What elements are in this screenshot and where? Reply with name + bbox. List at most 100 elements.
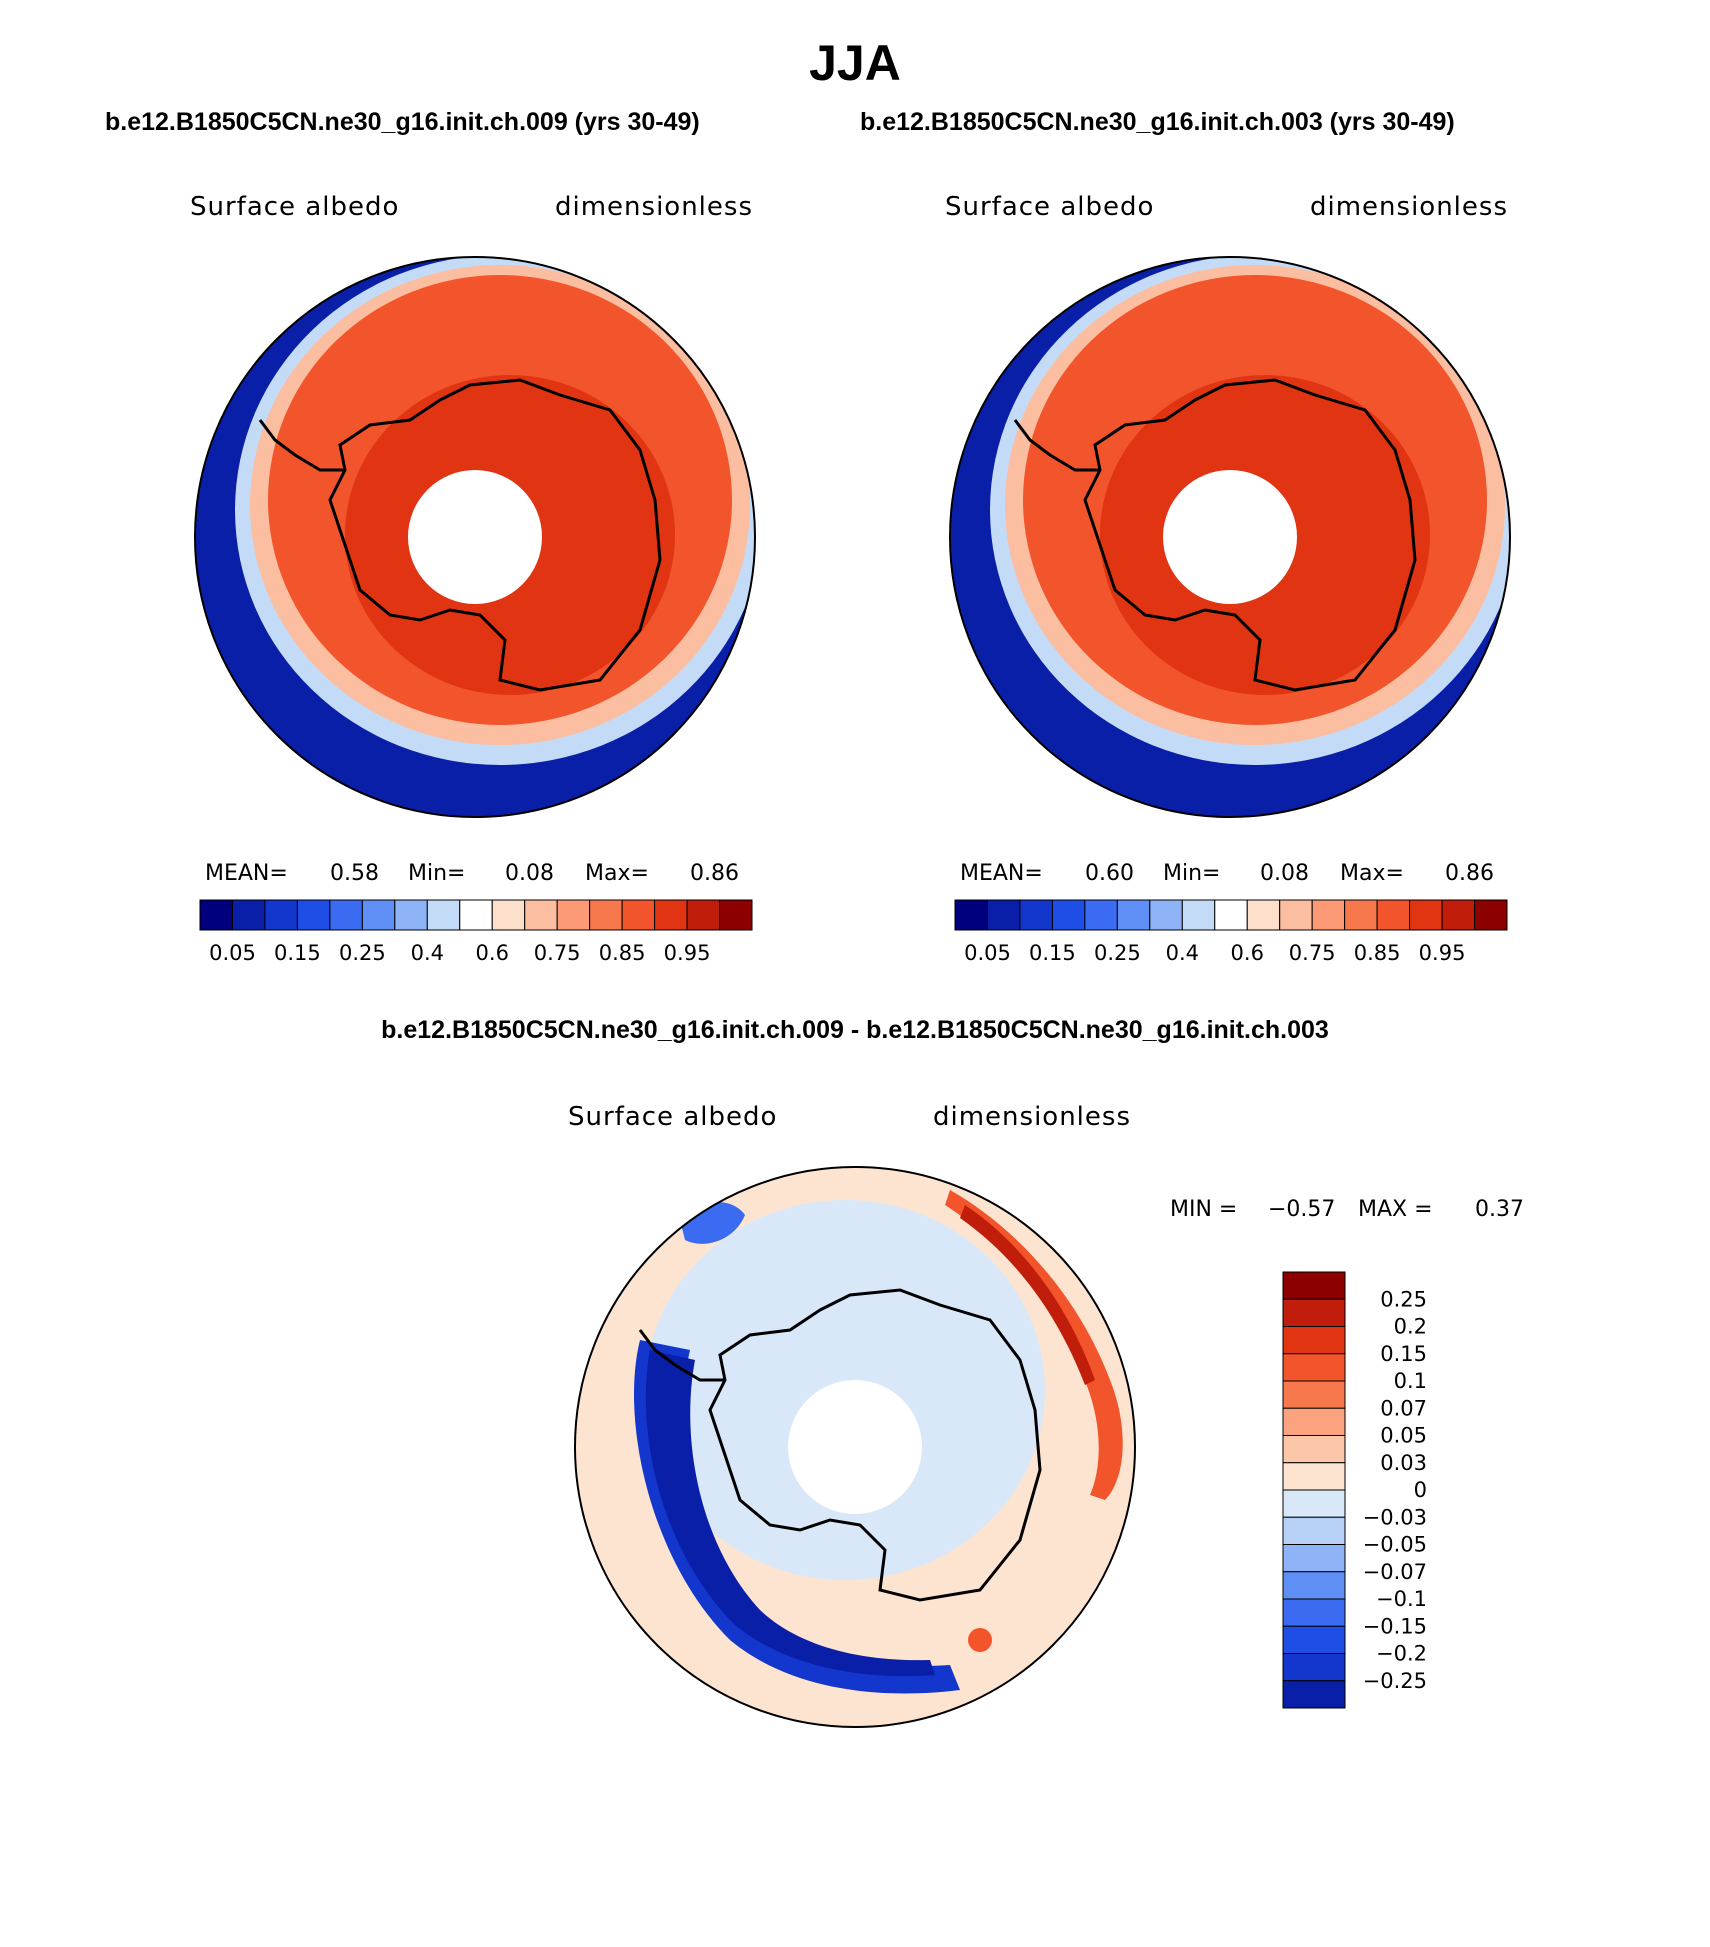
panel1-colorbar-box	[621, 899, 656, 931]
panel1-mean-label: MEAN=	[205, 861, 288, 886]
panel1-max-label: Max=	[585, 861, 649, 886]
panel3-colorbar-box	[1282, 1544, 1346, 1573]
panel3-colorbar-tick-label: 0.1	[1394, 1369, 1427, 1393]
panel3-colorbar-box	[1282, 1407, 1346, 1436]
panel1-colorbar-tick-label: 0.4	[411, 941, 444, 965]
panel1-colorbar-box	[556, 899, 591, 931]
panel3-colorbar-tick-label: −0.03	[1363, 1505, 1427, 1529]
panel2-colorbar-tick-label: 0.05	[964, 941, 1011, 965]
panel3-colorbar-box	[1282, 1680, 1346, 1709]
panel1-colorbar-box	[426, 899, 461, 931]
panel1-colorbar-box	[589, 899, 623, 931]
panel1-colorbar-box	[329, 899, 363, 931]
panel1-colorbar-tick-label: 0.25	[339, 941, 386, 965]
panel2-mean-value: 0.60	[1085, 861, 1134, 886]
panel3-colorbar-tick-label: 0.15	[1380, 1342, 1427, 1366]
panel1-colorbar-tick-label: 0.85	[599, 941, 646, 965]
panel3-colorbar-box	[1282, 1516, 1346, 1545]
panel2-min-value: 0.08	[1260, 861, 1309, 886]
panel3-strong-negative-anomaly	[645, 1350, 935, 1677]
panel1-colorbar-box	[524, 899, 558, 931]
panel1-colorbar-box	[361, 899, 396, 931]
panel3-colorbar-box	[1282, 1380, 1346, 1409]
panel2-colorbar-tick-label: 0.85	[1354, 941, 1401, 965]
panel3-colorbar-tick-label: 0	[1414, 1478, 1427, 1502]
run-a-label: b.e12.B1850C5CN.ne30_g16.init.ch.009 (yr…	[105, 108, 700, 136]
panel3-peninsula-coastline	[638, 1329, 725, 1382]
panel3-colorbar-tick-label: 0.2	[1394, 1315, 1427, 1339]
panel3-colorbar-tick-label: −0.25	[1363, 1669, 1427, 1693]
panel1-colorbar-tick-label: 0.6	[476, 941, 509, 965]
panel1-colorbar-box	[686, 899, 721, 931]
panel3-max-label: MAX =	[1358, 1197, 1433, 1222]
panel3-colorbar-tick-label: −0.05	[1363, 1533, 1427, 1557]
panel3-colorbar-tick-label: 0.05	[1380, 1424, 1427, 1448]
panel2-max-value: 0.86	[1445, 861, 1494, 886]
panel3-colorbar: 0.25 0.2 0.15 0.1 0.07 0.05 0.03 0 −0.03 −0.05 −0.…	[1282, 1271, 1427, 1709]
panel1-colorbar-tick-label: 0.05	[209, 941, 256, 965]
panel1-colorbar-box	[459, 899, 493, 931]
panel1-mean-value: 0.58	[330, 861, 379, 886]
panel3-colorbar-box	[1282, 1653, 1346, 1682]
panel1-colorbar-box	[394, 899, 428, 931]
panel3-colorbar-box	[1282, 1435, 1346, 1464]
panel3-positive-anomaly	[945, 1190, 1123, 1500]
panel1-colorbar-box	[491, 899, 526, 931]
panel2-min-label: Min=	[1163, 861, 1221, 886]
panel2-colorbar-box	[1246, 899, 1281, 931]
run-b-label: b.e12.B1850C5CN.ne30_g16.init.ch.003 (yr…	[860, 108, 1455, 136]
panel2-colorbar-box	[986, 899, 1021, 931]
panel2-colorbar-box	[1116, 899, 1151, 931]
panel2-colorbar-box	[1474, 899, 1508, 931]
panel2-colorbar-box	[1279, 899, 1313, 931]
panel3-units-label: dimensionless	[933, 1102, 1131, 1132]
panel1-max-value: 0.86	[690, 861, 739, 886]
panel3-colorbar-box	[1282, 1271, 1346, 1300]
panel1-colorbar-tick-label: 0.75	[534, 941, 581, 965]
panel3-min-label: MIN =	[1170, 1197, 1238, 1222]
panel2-colorbar-tick-label: 0.15	[1029, 941, 1076, 965]
panel1-colorbar-box	[296, 899, 331, 931]
panel3-colorbar-tick-label: −0.07	[1363, 1560, 1427, 1584]
panel3-colorbar-box	[1282, 1462, 1346, 1491]
panel2-colorbar-box	[1214, 899, 1248, 931]
panel3-small-positive-anomaly	[968, 1628, 992, 1652]
panel2-colorbar: 0.05 0.15 0.25 0.4 0.6 0.75 0.85 0.95	[954, 899, 1508, 965]
panel2-variable-label: Surface albedo	[945, 192, 1155, 222]
panel2-colorbar-box	[1441, 899, 1476, 931]
panel1-colorbar-box	[231, 899, 266, 931]
panel2-colorbar-box	[1149, 899, 1183, 931]
panel2-colorbar-tick-label: 0.75	[1289, 941, 1336, 965]
panel1-colorbar-box	[719, 899, 753, 931]
panel1-map-border	[194, 256, 756, 818]
panel2-max-label: Max=	[1340, 861, 1404, 886]
panel2-colorbar-box	[1311, 899, 1346, 931]
panel2-colorbar-box	[1019, 899, 1053, 931]
figure-title: JJA	[809, 35, 901, 91]
panel3-pole-hole	[788, 1380, 922, 1514]
panel1-pole-hole	[408, 470, 542, 604]
panel2-colorbar-box	[1181, 899, 1216, 931]
panel2-colorbar-tick-label: 0.95	[1419, 941, 1466, 965]
panel3-colorbar-tick-label: −0.2	[1376, 1642, 1427, 1666]
panel3-negative-anomaly	[634, 1340, 960, 1694]
panel3-colorbar-tick-label: −0.1	[1376, 1587, 1427, 1611]
panel3-colorbar-box	[1282, 1625, 1346, 1654]
panel2-mean-label: MEAN=	[960, 861, 1043, 886]
panel3-colorbar-box	[1282, 1353, 1346, 1382]
panel2-colorbar-box	[1376, 899, 1411, 931]
panel2-colorbar-box	[954, 899, 988, 931]
panel3-strong-positive-anomaly	[960, 1205, 1095, 1385]
panel1-units-label: dimensionless	[555, 192, 753, 222]
panel2-colorbar-box	[1344, 899, 1378, 931]
panel2-peninsula-coastline	[1013, 419, 1100, 472]
panel3-min-value: −0.57	[1268, 1197, 1336, 1222]
panel1-colorbar-box	[199, 899, 233, 931]
panel1-colorbar: 0.05 0.15 0.25 0.4 0.6 0.75 0.85 0.95	[199, 899, 753, 965]
panel1-peninsula-coastline	[258, 419, 345, 472]
panel3-colorbar-tick-label: 0.03	[1380, 1451, 1427, 1475]
panel1-min-label: Min=	[408, 861, 466, 886]
panel3-variable-label: Surface albedo	[568, 1102, 778, 1132]
panel2-colorbar-box	[1051, 899, 1086, 931]
